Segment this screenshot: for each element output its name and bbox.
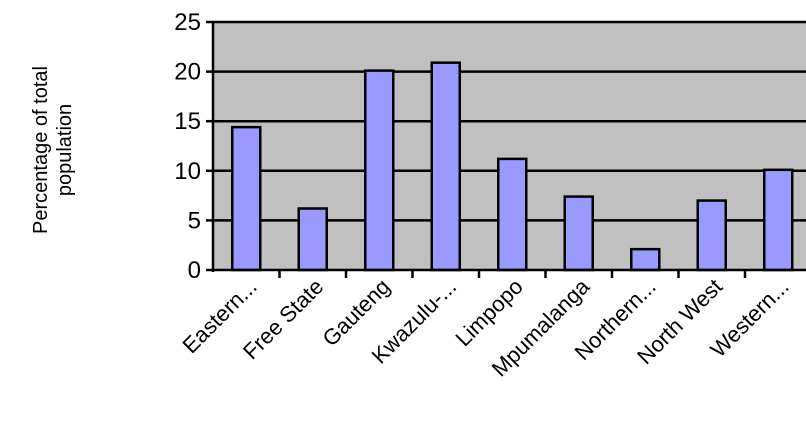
y-axis-title: Percentage of total population [30, 66, 76, 234]
y-tick-label: 25 [174, 9, 201, 36]
y-tick-label: 10 [174, 158, 201, 185]
y-tick-label: 20 [174, 59, 201, 86]
bar-5 [497, 157, 528, 272]
y-tick-label: 0 [188, 257, 201, 284]
bar-3 [364, 69, 395, 272]
axes [206, 20, 806, 278]
bar-8 [696, 199, 727, 272]
y-axis-title-line-2: population [54, 104, 76, 196]
y-tick-label: 5 [188, 207, 201, 234]
bar-6 [563, 195, 594, 272]
bar-7 [630, 247, 661, 272]
x-tick-labels: Eastern...Free StateGautengKwazulu-...Li… [178, 273, 794, 381]
bar-4 [430, 61, 461, 272]
bars [231, 61, 794, 272]
bar-9 [763, 168, 794, 272]
y-tick-labels: 0 5 10 15 20 25 [174, 9, 201, 284]
bar-1 [231, 125, 262, 272]
y-axis-title-line-1: Percentage of total [30, 66, 52, 234]
y-tick-label: 15 [174, 108, 201, 135]
bar-2 [297, 207, 328, 272]
